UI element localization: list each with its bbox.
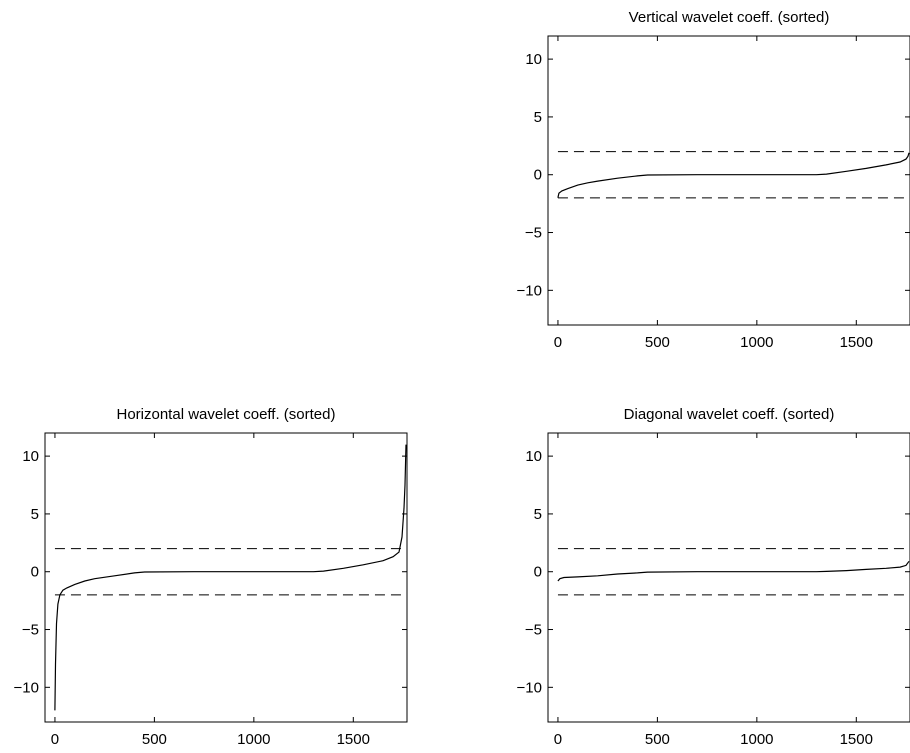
diagonal-ytick-label: −5 (525, 622, 542, 639)
diagonal-ytick-label: 0 (534, 564, 542, 581)
vertical-coeff-series-line (557, 152, 910, 198)
diagonal-coeff-series-line (557, 560, 910, 582)
subplot-vertical: Vertical wavelet coeff. (sorted) 10 5 0 −5 −1… (517, 9, 910, 351)
vertical-ytick-label: 10 (525, 51, 542, 68)
vertical-chart-title: Vertical wavelet coeff. (sorted) (629, 9, 830, 26)
horizontal-xtick-label: 1500 (337, 731, 370, 748)
diagonal-ytick-label: −10 (517, 679, 542, 696)
horizontal-ytick-label: −10 (14, 679, 39, 696)
diagonal-xtick-label: 1000 (740, 731, 773, 748)
diagonal-chart-title: Diagonal wavelet coeff. (sorted) (624, 406, 835, 423)
horizontal-xtick-label: 500 (142, 731, 167, 748)
vertical-xtick-label: 1500 (840, 334, 873, 351)
horizontal-ytick-label: 0 (31, 564, 39, 581)
diagonal-xtick-label: 0 (554, 731, 562, 748)
diagonal-xtick-label: 500 (645, 731, 670, 748)
vertical-ytick-label: 5 (534, 109, 542, 126)
diagonal-ytick-label: 10 (525, 448, 542, 465)
diagonal-xtick-label: 1500 (840, 731, 873, 748)
vertical-axes-frame (547, 35, 910, 326)
vertical-ytick-label: −10 (517, 282, 542, 299)
vertical-xtick-label: 0 (554, 334, 562, 351)
horizontal-chart-title: Horizontal wavelet coeff. (sorted) (117, 406, 336, 423)
horizontal-xtick-label: 1000 (237, 731, 270, 748)
vertical-ytick-label: 0 (534, 167, 542, 184)
horizontal-axes-frame (44, 432, 408, 723)
vertical-xtick-label: 500 (645, 334, 670, 351)
vertical-xtick-label: 1000 (740, 334, 773, 351)
diagonal-axes-frame (547, 432, 910, 723)
horizontal-ytick-label: 5 (31, 506, 39, 523)
horizontal-ytick-label: −5 (22, 622, 39, 639)
horizontal-coeff-series-line (54, 444, 407, 711)
diagonal-ytick-label: 5 (534, 506, 542, 523)
horizontal-ytick-label: 10 (22, 448, 39, 465)
vertical-ytick-label: −5 (525, 225, 542, 242)
subplot-diagonal: Diagonal wavelet coeff. (sorted) 10 5 0 −5 −1… (517, 406, 910, 748)
subplot-horizontal: Horizontal wavelet coeff. (sorted) 10 5 0 −5… (14, 406, 408, 748)
horizontal-xtick-label: 0 (51, 731, 59, 748)
